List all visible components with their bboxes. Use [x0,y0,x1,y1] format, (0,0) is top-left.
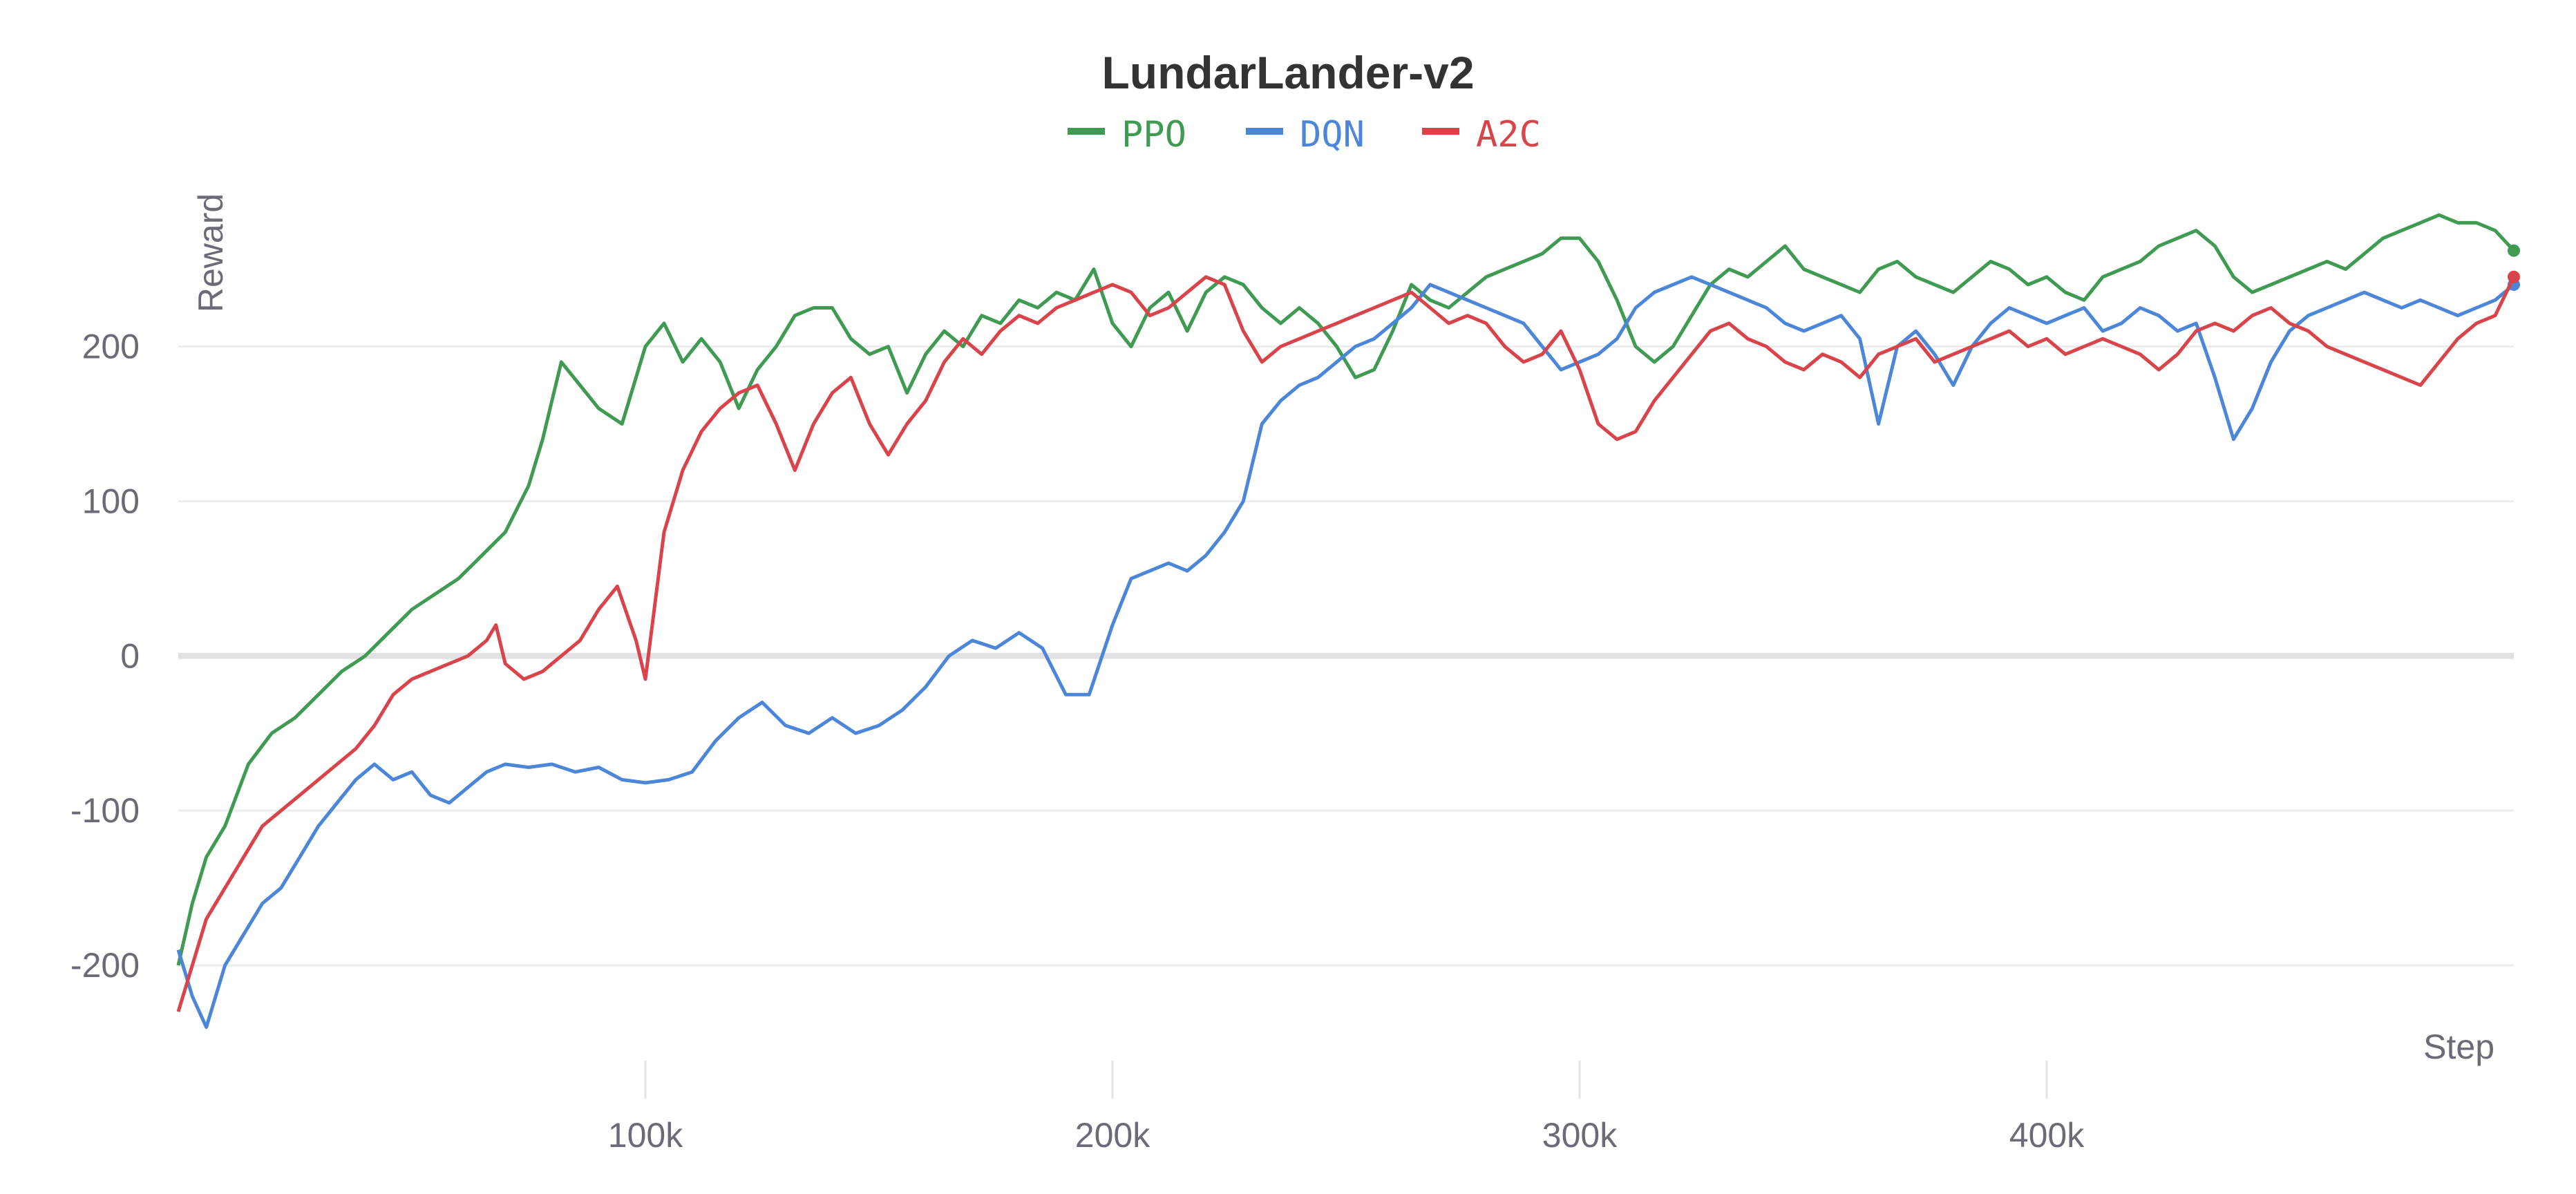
series-line-ppo [176,213,2515,966]
legend-label-dqn[interactable]: DQN [1300,114,1365,155]
y-tick-label: 0 [120,636,140,675]
y-tick-label: 200 [82,328,140,366]
series-line-a2c [176,275,2516,1012]
y-tick-label: 100 [82,482,140,520]
x-tick-label: 300k [1542,1116,1618,1155]
series-endpoint-a2c [2508,270,2520,283]
y-axis-title: Reward [191,193,230,312]
legend-label-ppo[interactable]: PPO [1121,114,1186,155]
series-endpoint-ppo [2508,244,2520,257]
x-axis-title: Step [2423,1027,2494,1066]
x-tick-label: 400k [2009,1116,2085,1155]
x-tick-label: 100k [608,1116,683,1155]
y-tick-label: -200 [70,946,140,985]
y-axis-ticks: -200 -100 0 100 200 [70,328,140,985]
series-lines [176,213,2520,1030]
chart-title: LundarLander-v2 [1101,47,1474,98]
x-axis-ticks: 100k 200k 300k 400k [608,1061,2085,1155]
legend-label-a2c[interactable]: A2C [1476,114,1541,155]
series-line-dqn [176,275,2515,1030]
y-tick-label: -100 [70,791,140,830]
legend: PPO DQN A2C [1068,114,1541,155]
x-tick-label: 200k [1075,1116,1150,1155]
gridlines [178,345,2514,967]
